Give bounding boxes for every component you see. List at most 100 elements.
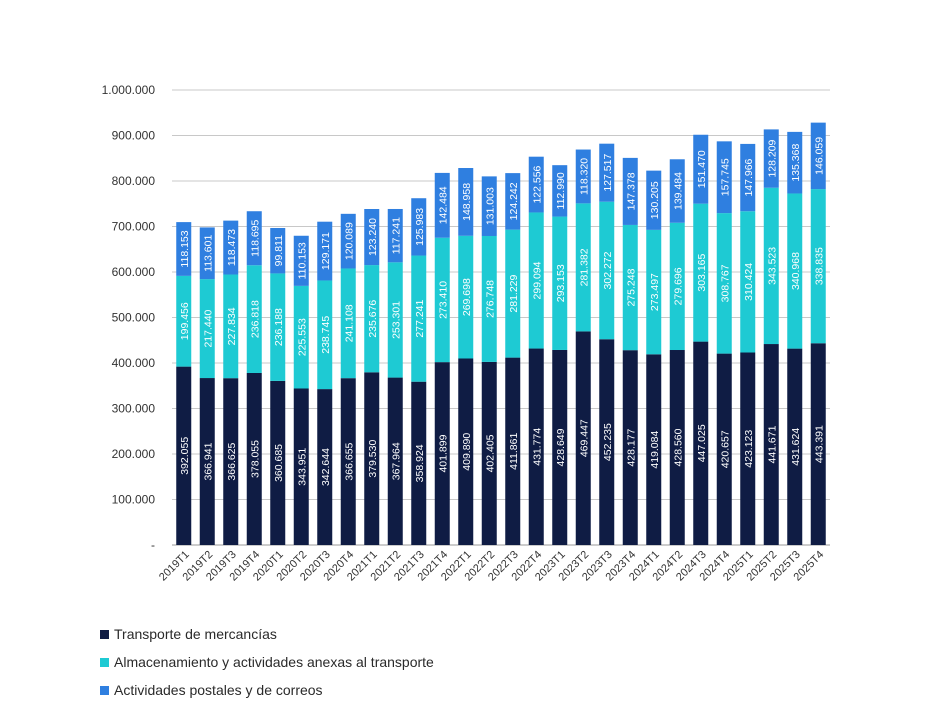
bar-value-label: 469.447	[578, 419, 590, 457]
bar-segment	[810, 189, 826, 344]
bar-value-label: 366.655	[343, 442, 355, 480]
bar-value-label: 338.835	[813, 247, 825, 285]
bar-segment	[176, 222, 192, 276]
bar-segment	[387, 377, 403, 545]
y-tick-label: 900.000	[112, 129, 156, 143]
legend-swatch-transporte	[100, 629, 109, 639]
bar-segment	[199, 227, 215, 280]
y-tick-label: 800.000	[112, 174, 156, 188]
bar-value-label: 379.530	[367, 440, 379, 478]
bar-value-label: 378.055	[249, 440, 261, 478]
bar-value-label: 120.089	[343, 222, 355, 260]
bar-value-label: 358.924	[414, 444, 426, 482]
bar-segment	[223, 378, 239, 545]
bar-value-label: 253.301	[390, 301, 402, 339]
bar-value-label: 129.171	[320, 232, 332, 270]
bar-value-label: 401.899	[437, 434, 449, 472]
bar-value-label: 281.229	[508, 274, 520, 312]
bar-value-label: 310.424	[743, 263, 755, 301]
y-tick-label: 100.000	[112, 493, 156, 507]
bar-value-label: 428.177	[625, 428, 637, 466]
bar-segment	[575, 203, 591, 332]
bar-segment	[622, 224, 638, 351]
bar-value-label: 441.671	[766, 425, 778, 463]
bar-segment	[669, 159, 685, 223]
bar-segment	[763, 129, 779, 188]
bar-segment	[246, 211, 262, 266]
bar-segment	[552, 349, 568, 545]
bar-value-label: 420.657	[719, 430, 731, 468]
bar-segment	[528, 348, 544, 545]
bar-segment	[716, 213, 732, 354]
bar-value-label: 118.320	[578, 158, 590, 195]
legend-label-postales: Actividades postales y de correos	[114, 682, 323, 698]
bar-value-label: 452.235	[602, 423, 614, 461]
bar-value-label: 273.497	[649, 273, 661, 311]
bar-segment	[411, 198, 427, 256]
bar-segment	[599, 339, 615, 545]
bar-value-label: 279.696	[672, 267, 684, 305]
bar-segment	[481, 361, 497, 545]
bar-value-label: 277.241	[414, 299, 426, 337]
bar-value-label: 241.108	[343, 304, 355, 342]
bar-value-label: 340.968	[790, 252, 802, 290]
bar-value-label: 343.523	[766, 247, 778, 285]
bar-value-label: 122.556	[531, 165, 543, 203]
bar-value-label: 227.834	[226, 307, 238, 345]
bar-value-label: 112.990	[555, 172, 567, 209]
bar-value-label: 130.205	[649, 181, 661, 219]
y-tick-label: 600.000	[112, 265, 156, 279]
legend-label-transporte: Transporte de mercancías	[114, 626, 277, 642]
bar-segment	[199, 279, 215, 379]
bar-value-label: 342.644	[320, 448, 332, 486]
bar-value-label: 146.059	[813, 137, 825, 175]
bar-value-label: 409.890	[461, 433, 473, 471]
bar-segment	[317, 389, 333, 545]
bar-segment	[740, 211, 756, 353]
bar-value-label: 147.378	[625, 172, 637, 210]
bar-segment	[528, 212, 544, 349]
bar-value-label: 118.153	[179, 230, 191, 267]
bar-value-label: 366.941	[202, 442, 214, 480]
bar-segment	[575, 149, 591, 204]
bar-segment	[693, 203, 709, 342]
bar-value-label: 127.517	[602, 154, 614, 192]
y-tick-label: 1.000.000	[102, 83, 156, 97]
bar-value-label: 124.242	[508, 182, 520, 220]
bar-segment	[716, 353, 732, 545]
bar-value-label: 131.003	[484, 187, 496, 225]
bar-value-label: 157.745	[719, 158, 731, 196]
bar-value-label: 117.241	[390, 217, 402, 254]
bar-value-label: 217.440	[202, 309, 214, 347]
bar-segment	[293, 388, 309, 545]
bar-segment	[340, 378, 356, 545]
bar-value-label: 281.382	[578, 248, 590, 286]
legend-label-almacenamiento: Almacenamiento y actividades anexas al t…	[114, 654, 434, 670]
bar-segment	[293, 285, 309, 389]
bar-value-label: 293.153	[555, 264, 567, 302]
bar-segment	[246, 265, 262, 373]
bar-value-label: 343.951	[296, 448, 308, 486]
bar-value-label: 236.188	[273, 308, 285, 346]
bar-segment	[270, 273, 286, 381]
bar-segment	[716, 141, 732, 214]
bar-segment	[505, 229, 521, 358]
bar-segment	[458, 168, 474, 236]
bar-segment	[411, 381, 427, 545]
bar-segment	[552, 165, 568, 217]
bar-value-label: 151.470	[696, 150, 708, 188]
bar-segment	[646, 354, 662, 545]
bar-segment	[693, 134, 709, 204]
bar-segment	[340, 213, 356, 269]
bar-segment	[458, 235, 474, 359]
bar-segment	[434, 172, 450, 238]
bar-segment	[693, 341, 709, 545]
bar-segment	[293, 235, 309, 286]
bar-value-label: 447.025	[696, 424, 708, 462]
bar-value-label: 423.123	[743, 430, 755, 468]
bar-segment	[505, 173, 521, 230]
y-tick-label: -	[151, 538, 155, 552]
bar-segment	[669, 222, 685, 351]
bar-segment	[458, 358, 474, 545]
bar-value-label: 236.818	[249, 300, 261, 338]
